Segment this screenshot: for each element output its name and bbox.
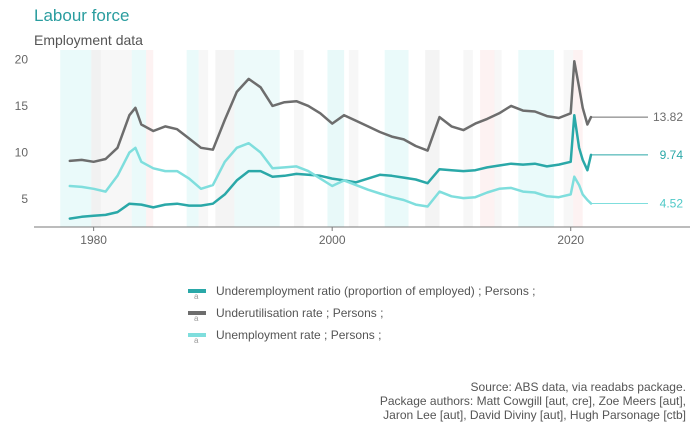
legend-label-underemployment: Underemployment ratio (proportion of emp… <box>216 284 536 298</box>
series-line-underemployment <box>68 113 593 220</box>
shaded-period-11 <box>348 50 359 227</box>
y-tick-label-5: 5 <box>21 192 28 206</box>
shaded-periods <box>60 50 583 227</box>
shaded-period-9 <box>294 50 304 227</box>
legend-item-underutilisation: a Underutilisation rate ; Persons ; <box>188 302 535 324</box>
end-label-unemployment: 4.52 <box>660 197 684 211</box>
source-line-2: Package authors: Matt Cowgill [aut, cre]… <box>379 394 686 408</box>
y-tick-label-10: 10 <box>15 145 29 159</box>
end-labels: 13.82 9.74 4.52 <box>591 110 684 211</box>
legend-key-underutilisation: a <box>188 307 206 323</box>
x-axis-ticks: 1980 2000 2020 <box>80 227 584 247</box>
shaded-period-4 <box>146 50 154 227</box>
source-caption: Source: ABS data, via readabs package. P… <box>380 380 686 422</box>
shaded-period-6 <box>198 50 209 227</box>
legend-key-unemployment: a <box>188 329 206 345</box>
legend-key-underemployment: a <box>188 285 206 301</box>
legend-item-underemployment: a Underemployment ratio (proportion of e… <box>188 280 535 302</box>
series-lines <box>68 59 593 220</box>
shaded-period-5 <box>186 50 199 227</box>
shaded-period-3 <box>131 50 147 227</box>
shaded-period-15 <box>480 50 495 227</box>
shaded-period-1 <box>91 50 101 227</box>
x-tick-label-2020: 2020 <box>557 233 584 247</box>
end-label-underutilisation: 13.82 <box>653 110 683 124</box>
x-tick-label-1980: 1980 <box>80 233 107 247</box>
shaded-period-14 <box>463 50 473 227</box>
chart-title: Labour force <box>34 6 130 25</box>
shaded-period-17 <box>518 50 555 227</box>
y-tick-label-20: 20 <box>15 52 29 66</box>
series-line-underutilisation <box>68 59 593 164</box>
source-line-3: Jaron Lee [aut], David Diviny [aut], Hug… <box>383 408 686 422</box>
legend-item-unemployment: a Unemployment rate ; Persons ; <box>188 324 535 346</box>
y-tick-label-15: 15 <box>15 99 29 113</box>
y-axis-ticks: 5 10 15 20 <box>15 52 29 206</box>
source-line-1: Source: ABS data, via readabs package. <box>470 380 686 394</box>
shaded-period-10 <box>327 50 345 227</box>
shaded-period-18 <box>563 50 574 227</box>
chart-subtitle: Employment data <box>34 32 143 48</box>
shaded-period-0 <box>60 50 92 227</box>
shaded-period-2 <box>100 50 132 227</box>
legend-label-unemployment: Unemployment rate ; Persons ; <box>216 328 382 342</box>
shaded-period-7 <box>215 50 235 227</box>
series-line-unemployment <box>68 141 593 208</box>
legend: a Underemployment ratio (proportion of e… <box>188 280 535 346</box>
shaded-period-8 <box>234 50 280 227</box>
legend-label-underutilisation: Underutilisation rate ; Persons ; <box>216 306 384 320</box>
x-tick-label-2000: 2000 <box>319 233 346 247</box>
shaded-period-16 <box>494 50 502 227</box>
end-label-underemployment: 9.74 <box>660 148 684 162</box>
